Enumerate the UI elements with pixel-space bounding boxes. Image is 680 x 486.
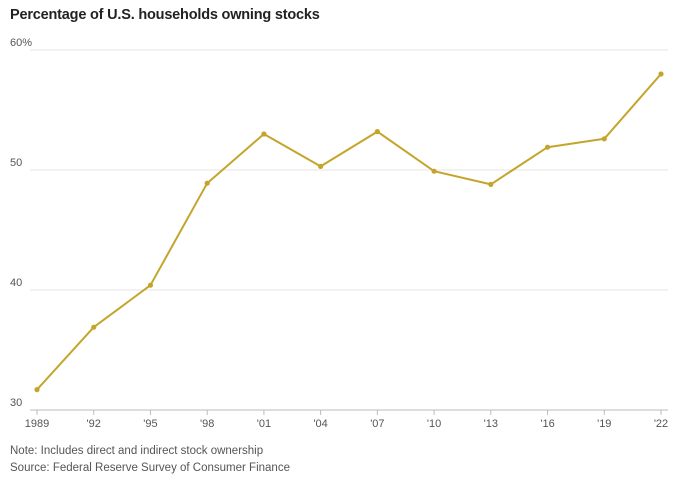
y-tick-label: 50 bbox=[10, 157, 22, 169]
data-point bbox=[374, 129, 380, 135]
x-tick-label: '16 bbox=[540, 418, 554, 430]
line-chart: 30 40 50 60% 1989 '92 '95 '98 '01 '04 '07 '10 '13 '1… bbox=[10, 37, 668, 430]
series-line-path bbox=[36, 73, 662, 391]
data-point bbox=[544, 144, 551, 150]
chart-source: Source: Federal Reserve Survey of Consum… bbox=[10, 462, 290, 474]
data-point bbox=[488, 181, 494, 187]
data-point bbox=[601, 136, 607, 142]
chart-note: Note: Includes direct and indirect stock… bbox=[10, 445, 264, 457]
data-point bbox=[261, 131, 267, 137]
y-tick-label: 60% bbox=[10, 37, 32, 49]
series-line bbox=[34, 71, 664, 393]
data-point bbox=[318, 163, 324, 169]
gridlines bbox=[30, 49, 668, 291]
data-point bbox=[91, 324, 97, 330]
data-point bbox=[431, 168, 437, 174]
x-tick-label: '19 bbox=[597, 418, 611, 430]
x-tick-label: '98 bbox=[200, 418, 214, 430]
y-tick-label: 30 bbox=[10, 397, 22, 409]
y-tick-label: 40 bbox=[10, 277, 22, 289]
x-tick-label: '01 bbox=[257, 418, 271, 430]
x-tick-label: '13 bbox=[484, 418, 498, 430]
x-tick-label: '04 bbox=[313, 418, 327, 430]
x-tick-label: '92 bbox=[87, 418, 101, 430]
x-tick-label: '07 bbox=[370, 418, 384, 430]
x-tick-label: '22 bbox=[654, 418, 668, 430]
x-tick-label: '10 bbox=[427, 418, 441, 430]
y-axis: 30 40 50 60% bbox=[10, 37, 32, 409]
data-point bbox=[204, 180, 210, 186]
x-axis: 1989 '92 '95 '98 '01 '04 '07 '10 '13 '16 '19 '22 bbox=[25, 409, 668, 430]
data-point bbox=[147, 282, 154, 288]
x-tick-label: 1989 bbox=[25, 418, 49, 430]
x-tick-label: '95 bbox=[143, 418, 157, 430]
data-point bbox=[34, 387, 40, 393]
chart-title: Percentage of U.S. households owning sto… bbox=[10, 7, 320, 23]
data-point bbox=[658, 71, 664, 77]
